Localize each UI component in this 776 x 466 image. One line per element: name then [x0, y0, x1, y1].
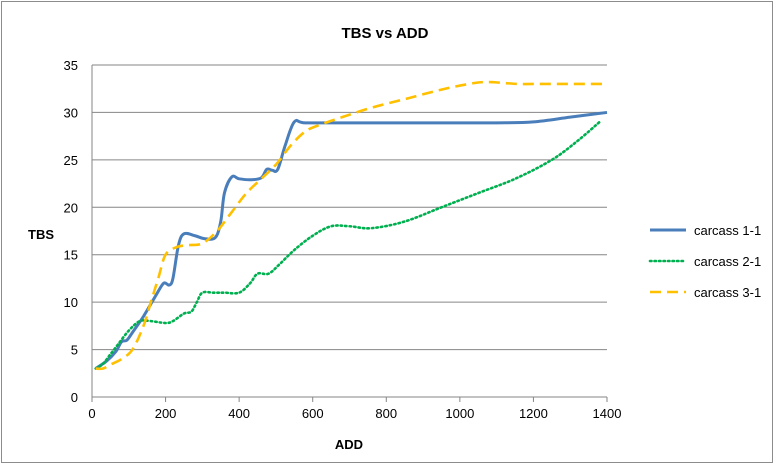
- axes: [91, 65, 608, 402]
- series-lines: [94, 80, 608, 371]
- x-axis-title: ADD: [335, 437, 363, 452]
- x-tick-label: 600: [302, 406, 324, 421]
- y-tick-label: 30: [64, 105, 78, 120]
- x-tick-label: 0: [88, 406, 95, 421]
- legend-label: carcass 1-1: [694, 223, 761, 238]
- legend-label: carcass 3-1: [694, 285, 761, 300]
- gridlines: [92, 64, 607, 351]
- y-tick-label: 5: [71, 343, 78, 358]
- y-tick-label: 35: [64, 58, 78, 73]
- y-tick-label: 15: [64, 248, 78, 263]
- legend-label: carcass 2-1: [694, 254, 761, 269]
- y-tick-label: 25: [64, 153, 78, 168]
- series-line-2: [94, 120, 601, 370]
- series-line-1: [94, 110, 608, 370]
- x-tick-label: 400: [228, 406, 250, 421]
- x-tick-label: 1200: [519, 406, 548, 421]
- tick-labels: 0 5 10 15 20 25 30 35 0 200 400 600 800 1000 1200 1400: [64, 58, 622, 421]
- y-tick-label: 0: [71, 390, 78, 405]
- y-tick-label: 10: [64, 295, 78, 310]
- y-axis-title: TBS: [28, 227, 54, 242]
- legend: carcass 1-1 carcass 2-1 carcass 3-1: [648, 223, 761, 300]
- x-tick-label: 1400: [593, 406, 622, 421]
- x-tick-label: 1000: [445, 406, 474, 421]
- x-tick-label: 800: [375, 406, 397, 421]
- x-tick-label: 200: [155, 406, 177, 421]
- chart-title: TBS vs ADD: [342, 25, 429, 42]
- y-tick-label: 20: [64, 200, 78, 215]
- series-line-3: [95, 80, 607, 371]
